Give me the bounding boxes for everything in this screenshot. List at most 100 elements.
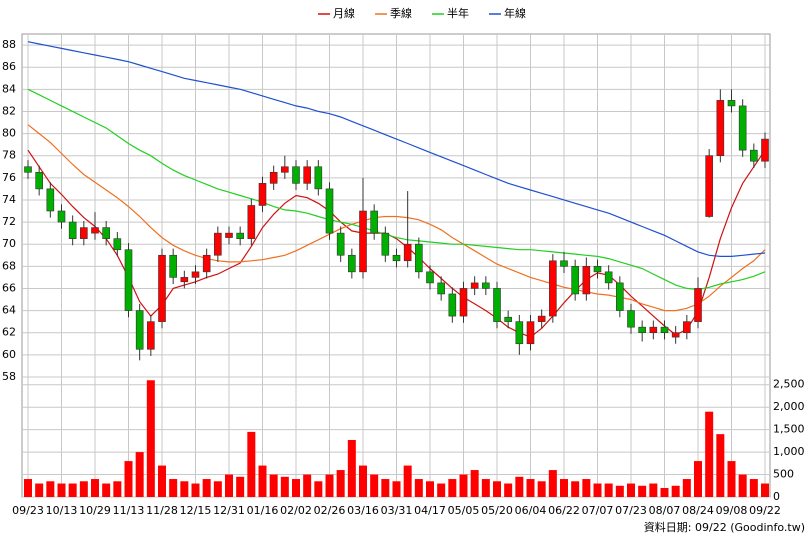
volume-bar <box>146 380 155 497</box>
volume-bar <box>135 452 144 497</box>
y-tick-label: 62 <box>2 326 16 339</box>
volume-bar <box>336 470 345 497</box>
x-tick-label: 05/05 <box>448 504 480 517</box>
volume-bar <box>649 483 658 497</box>
candle-body <box>649 326 658 333</box>
y-tick-label: 84 <box>2 82 16 95</box>
candle-body <box>314 166 323 190</box>
volume-bar <box>727 461 736 497</box>
x-tick-label: 06/04 <box>515 504 547 517</box>
candle-body <box>627 310 635 328</box>
y-tick-label: 88 <box>2 38 16 51</box>
candle-body <box>202 254 211 273</box>
y-tick-label: 80 <box>2 127 16 140</box>
x-tick-label: 06/22 <box>548 504 580 517</box>
x-tick-label: 09/08 <box>716 504 748 517</box>
volume-bar <box>269 474 278 497</box>
y2-tick-label: 500 <box>773 468 794 481</box>
volume-bar <box>481 479 490 497</box>
y-tick-label: 76 <box>2 171 16 184</box>
candle-body <box>258 183 267 206</box>
candle-body <box>493 288 501 322</box>
candle-body <box>370 210 378 234</box>
y2-tick-label: 1,500 <box>773 423 805 436</box>
x-tick-label: 07/07 <box>582 504 614 517</box>
volume-bar <box>258 465 267 497</box>
x-tick-label: 09/23 <box>12 504 44 517</box>
volume-bar <box>68 483 77 497</box>
candle-body <box>727 100 736 107</box>
candle-body <box>638 326 646 333</box>
x-tick-label: 11/13 <box>113 504 145 517</box>
candle-body <box>147 321 155 350</box>
y-tick-label: 70 <box>2 237 16 250</box>
volume-bar <box>236 476 245 497</box>
volume-bar <box>582 479 591 497</box>
y-tick-label: 74 <box>2 193 16 206</box>
ma-line <box>27 124 766 312</box>
candle-body <box>392 254 401 262</box>
volume-bar <box>571 481 580 497</box>
candle-body <box>381 232 390 256</box>
candle-body <box>102 227 110 239</box>
x-tick-label: 03/31 <box>381 504 413 517</box>
x-tick-label: 12/31 <box>213 504 245 517</box>
volume-bar <box>593 483 602 497</box>
candle-body <box>124 249 133 311</box>
candle-body <box>448 293 457 317</box>
candle-body <box>180 277 189 283</box>
y-tick-label: 82 <box>2 104 16 117</box>
y-tick-label: 72 <box>2 215 16 228</box>
candle-body <box>35 171 43 190</box>
y2-tick-label: 1,000 <box>773 445 805 458</box>
source-note: 資料日期: 09/22 (Goodinfo.tw) <box>644 520 805 534</box>
candle-body <box>135 310 144 350</box>
candle-body <box>549 260 557 317</box>
candle-body <box>336 232 345 256</box>
volume-bar <box>437 483 446 497</box>
x-tick-label: 04/17 <box>414 504 446 517</box>
volume-bar <box>124 461 133 497</box>
volume-bar <box>638 485 647 497</box>
volume-bar <box>526 479 535 497</box>
candle-body <box>761 138 769 162</box>
volume-bar <box>381 479 390 497</box>
candle-body <box>113 238 122 251</box>
candle-body <box>292 166 300 184</box>
volume-bar <box>370 474 379 497</box>
candle-body <box>269 171 278 184</box>
candle-body <box>348 254 356 273</box>
volume-bar <box>57 483 66 497</box>
volume-bar <box>548 470 557 497</box>
y-tick-label: 78 <box>2 149 16 162</box>
candle-body <box>582 266 591 295</box>
candle-body <box>571 266 579 295</box>
candle-body <box>247 205 256 239</box>
y2-tick-label: 0 <box>773 490 780 503</box>
volume-bar <box>448 479 457 497</box>
x-tick-label: 02/02 <box>280 504 312 517</box>
candle-body <box>671 332 680 338</box>
volume-bar <box>359 465 367 497</box>
volume-bar <box>46 481 55 497</box>
candle-body <box>46 188 55 212</box>
volume-bar <box>694 461 702 497</box>
candle-body <box>426 271 434 284</box>
candle-body <box>57 210 66 223</box>
candle-body <box>616 282 624 311</box>
volume-bar <box>225 474 233 497</box>
candle-body <box>415 243 423 273</box>
candle-body <box>705 155 713 217</box>
volume-bar <box>660 488 669 497</box>
legend-label: 年線 <box>504 6 526 20</box>
volume-bar <box>560 479 568 497</box>
candle-body <box>515 321 524 345</box>
candle-body <box>683 321 691 333</box>
volume-bar <box>113 481 122 497</box>
volume-bar <box>705 411 714 497</box>
volume-bar <box>180 481 189 497</box>
volume-bar <box>24 479 32 497</box>
candle-body <box>459 288 468 317</box>
candle-body <box>158 254 166 322</box>
y-tick-label: 64 <box>2 304 16 317</box>
